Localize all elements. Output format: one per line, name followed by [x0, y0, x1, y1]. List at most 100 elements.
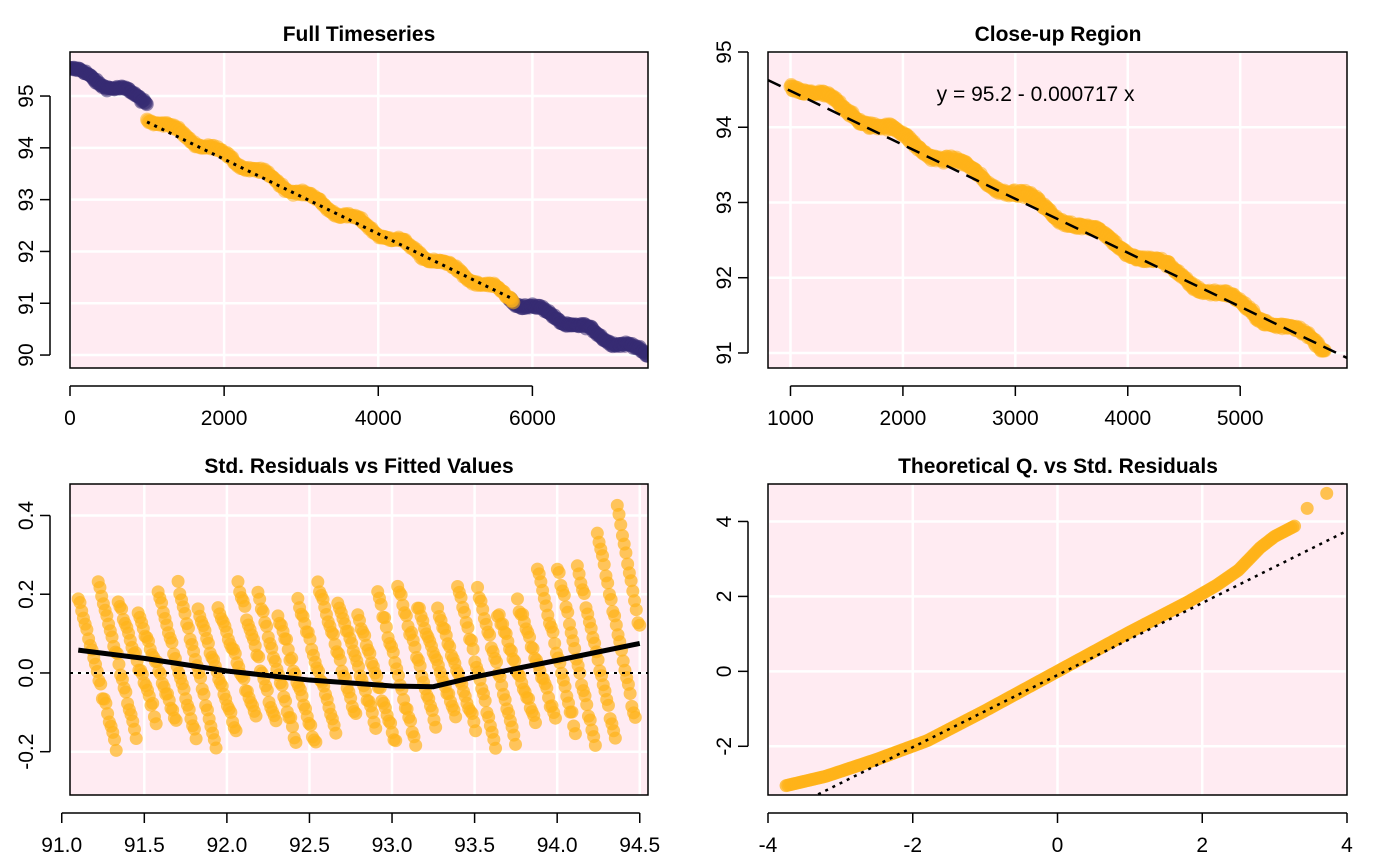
- y-tick-label: 94: [713, 115, 736, 139]
- data-point: [408, 640, 422, 654]
- y-tick-label: 4: [713, 515, 736, 527]
- data-point: [249, 709, 263, 723]
- data-point: [580, 698, 594, 712]
- panel-3: 91.0 91.5 92.0 92.5 93.0 93.5 94.0 94.5 -0.2 0.0 0…: [15, 455, 660, 857]
- data-point: [489, 741, 503, 755]
- data-point: [466, 642, 480, 656]
- x-tick-label: -2: [903, 834, 922, 857]
- data-point: [457, 605, 471, 619]
- data-point: [471, 580, 485, 594]
- data-point: [279, 694, 293, 708]
- series-orange: [779, 486, 1334, 793]
- y-tick-label: 2: [713, 591, 736, 603]
- data-point: [609, 618, 623, 632]
- data-point: [469, 724, 483, 738]
- data-point: [597, 558, 611, 572]
- data-point: [358, 628, 372, 642]
- y-tick-label: 94: [15, 136, 38, 160]
- data-point: [1317, 343, 1332, 358]
- plot-frame: [767, 483, 1348, 796]
- data-point: [386, 645, 400, 659]
- y-tick-label: 93: [15, 188, 38, 211]
- data-point: [626, 584, 640, 598]
- data-point: [329, 726, 343, 740]
- data-points: [779, 486, 1347, 795]
- x-tick-label: 6000: [509, 407, 556, 430]
- data-point: [108, 733, 122, 747]
- data-point: [591, 653, 605, 667]
- data-point: [608, 731, 622, 745]
- x-tick-label: 2: [1196, 834, 1208, 857]
- data-point: [94, 677, 108, 691]
- data-points: [70, 498, 648, 757]
- data-point: [326, 627, 340, 641]
- data-point: [583, 713, 597, 727]
- data-point: [119, 685, 133, 699]
- data-point: [624, 574, 638, 588]
- data-point: [285, 651, 299, 665]
- data-point: [601, 698, 615, 712]
- series-purple: [502, 291, 648, 363]
- data-point: [557, 588, 571, 602]
- data-point: [454, 590, 468, 604]
- data-point: [231, 575, 245, 589]
- y-tick-label: -2: [713, 737, 736, 756]
- data-point: [561, 605, 575, 619]
- y-tick-label: 90: [15, 343, 38, 366]
- fit-line: [146, 120, 514, 301]
- data-point: [404, 714, 418, 728]
- panel-4: -4 -2 0 2 4 -2 0 2 4 Theoretical Q. vs Std. Resid…: [713, 455, 1353, 857]
- x-tick-label: 4000: [355, 407, 402, 430]
- data-points: [70, 60, 648, 363]
- chart-title: Theoretical Q. vs Std. Residuals: [898, 455, 1218, 478]
- x-tick-label: 2000: [201, 407, 248, 430]
- series-purple: [70, 60, 154, 112]
- data-point: [490, 655, 504, 669]
- data-point: [1320, 486, 1334, 500]
- data-points: [768, 78, 1347, 360]
- plot-frame: [69, 483, 649, 796]
- data-point: [311, 575, 325, 589]
- regression-equation: y = 95.2 - 0.000717 x: [937, 83, 1135, 106]
- x-tick-label: 0: [64, 407, 76, 430]
- plot-frame: [69, 51, 649, 369]
- data-point: [577, 586, 591, 600]
- data-point: [374, 598, 388, 612]
- series-orange: [71, 498, 647, 757]
- data-point: [252, 650, 266, 664]
- x-tick-label: 93.5: [454, 834, 495, 857]
- data-point: [275, 678, 289, 692]
- data-point: [280, 632, 294, 646]
- data-point: [1300, 501, 1314, 515]
- data-point: [1288, 519, 1302, 533]
- data-point: [112, 657, 126, 671]
- data-point: [548, 636, 562, 650]
- x-tick-label: 92.0: [206, 834, 247, 857]
- x-tick-label: 3000: [992, 407, 1039, 430]
- data-point: [614, 518, 628, 532]
- x-tick-label: 92.5: [289, 834, 330, 857]
- panel-2: y = 95.2 - 0.000717 x 1000 2000 3000 4000 500…: [713, 23, 1348, 430]
- data-point: [370, 669, 384, 683]
- y-tick-label: 0.4: [15, 501, 38, 531]
- data-point: [588, 738, 602, 752]
- data-point: [508, 654, 522, 668]
- data-point: [509, 737, 523, 751]
- data-point: [229, 724, 243, 738]
- chart-title: Full Timeseries: [283, 23, 436, 46]
- y-tick-label: 92: [15, 240, 38, 263]
- x-tick-label: 5000: [1217, 407, 1264, 430]
- x-tick-label: 91.0: [41, 834, 82, 857]
- data-point: [528, 716, 542, 730]
- y-tick-label: 91: [15, 292, 38, 315]
- data-point: [333, 653, 347, 667]
- data-point: [149, 717, 163, 731]
- data-point: [99, 696, 113, 710]
- data-point: [189, 732, 203, 746]
- data-point: [573, 666, 587, 680]
- data-point: [619, 546, 633, 560]
- data-point: [429, 720, 443, 734]
- data-point: [197, 687, 211, 701]
- data-point: [139, 97, 154, 112]
